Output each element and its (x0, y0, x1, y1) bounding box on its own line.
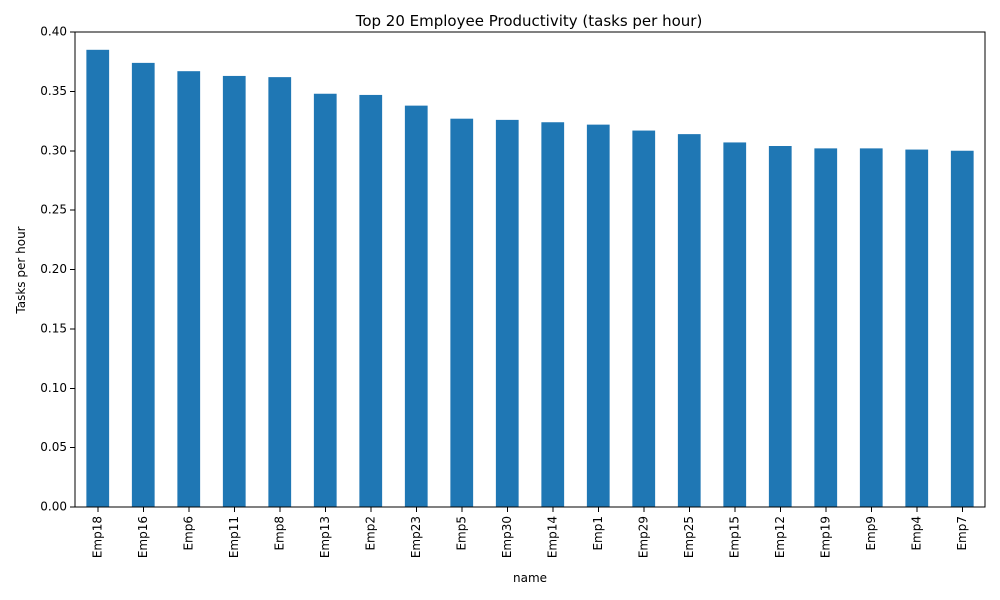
bar-emp18 (86, 49, 110, 508)
bar-emp6 (177, 71, 201, 507)
bar-emp4 (905, 149, 929, 507)
x-tick-label-emp2: Emp2 (363, 516, 377, 551)
bar-emp7 (950, 150, 974, 507)
x-tick-label-emp7: Emp7 (955, 516, 969, 551)
y-axis-label: Tasks per hour (14, 226, 28, 314)
x-tick-label-emp11: Emp11 (227, 516, 241, 558)
x-tick-label-emp5: Emp5 (454, 516, 468, 551)
y-axis: 0.00 0.05 0.10 0.15 0.20 0.25 0.30 0.35 0.40 (40, 25, 75, 514)
x-tick-label-emp6: Emp6 (181, 516, 195, 551)
x-tick-label-emp16: Emp16 (136, 516, 150, 558)
x-tick-label-emp15: Emp15 (727, 516, 741, 558)
bar-emp29 (632, 130, 656, 507)
bar-emp25 (677, 134, 701, 507)
x-tick-label-emp18: Emp18 (90, 516, 104, 558)
bar-emp11 (222, 75, 246, 507)
x-tick-label-emp25: Emp25 (682, 516, 696, 558)
x-tick-label-emp9: Emp9 (864, 516, 878, 551)
bars-layer (86, 49, 974, 508)
bar-emp30 (495, 119, 519, 508)
chart-title: Top 20 Employee Productivity (tasks per … (355, 12, 703, 30)
y-tick-label: 0.15 (40, 321, 67, 335)
y-tick-label: 0.10 (40, 381, 67, 395)
bar-emp13 (313, 93, 337, 507)
x-axis-label: name (513, 571, 547, 585)
x-tick-label-emp29: Emp29 (636, 516, 650, 558)
x-tick-label-emp12: Emp12 (773, 516, 787, 558)
bar-emp5 (450, 118, 474, 507)
x-tick-label-emp30: Emp30 (500, 516, 514, 558)
bar-emp16 (131, 62, 155, 508)
bar-emp19 (814, 148, 838, 507)
x-tick-label-emp14: Emp14 (545, 516, 559, 558)
x-axis: Emp18 Emp16 Emp6 Emp11 Emp8 Emp13 Emp2 Emp23 Emp… (90, 507, 969, 558)
bar-emp1 (586, 124, 610, 507)
y-tick-label: 0.25 (40, 203, 67, 217)
x-tick-label-emp19: Emp19 (818, 516, 832, 558)
bar-emp23 (404, 105, 428, 508)
bar-emp2 (359, 94, 383, 507)
y-tick-label: 0.00 (40, 500, 67, 514)
bar-emp15 (723, 142, 747, 507)
bar-emp9 (859, 148, 883, 507)
x-tick-label-emp4: Emp4 (909, 516, 923, 551)
y-tick-label: 0.35 (40, 84, 67, 98)
y-tick-label: 0.40 (40, 25, 67, 39)
y-tick-label: 0.05 (40, 440, 67, 454)
bar-emp14 (541, 122, 565, 507)
bar-emp12 (768, 146, 792, 507)
bar-emp8 (268, 77, 292, 507)
y-tick-label: 0.20 (40, 262, 67, 276)
x-tick-label-emp23: Emp23 (409, 516, 423, 558)
x-tick-label-emp1: Emp1 (591, 516, 605, 551)
y-tick-label: 0.30 (40, 143, 67, 157)
plot-frame (74, 31, 986, 508)
x-tick-label-emp13: Emp13 (318, 516, 332, 558)
x-tick-label-emp8: Emp8 (272, 516, 286, 551)
